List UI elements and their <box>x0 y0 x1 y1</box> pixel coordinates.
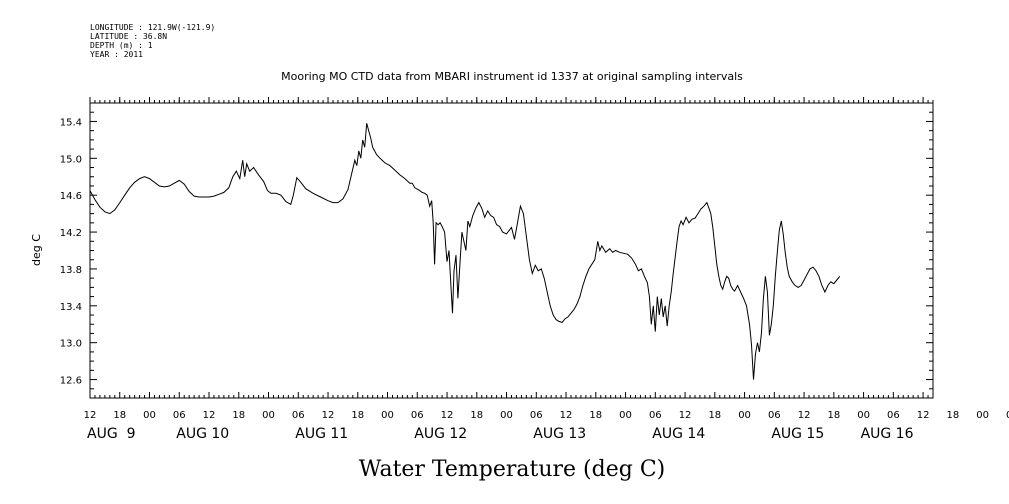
x-tick-label: 06 <box>530 410 543 421</box>
meta-year: YEAR : 2011 <box>90 50 143 59</box>
x-tick-label: 06 <box>768 410 781 421</box>
x-tick-label: 12 <box>322 410 335 421</box>
y-tick-label: 12.6 <box>60 376 82 387</box>
x-tick-label: 18 <box>232 410 245 421</box>
x-tick-label: 18 <box>946 410 959 421</box>
x-tick-label: 18 <box>589 410 602 421</box>
y-tick-label: 14.6 <box>60 191 82 202</box>
y-tick-label: 13.0 <box>60 339 82 350</box>
x-tick-label: 00 <box>619 410 632 421</box>
x-tick-label: 00 <box>857 410 870 421</box>
x-day-label: AUG 10 <box>176 426 229 442</box>
x-tick-label: 12 <box>679 410 692 421</box>
y-axis-label: deg C <box>30 234 43 266</box>
x-tick-label: 18 <box>351 410 364 421</box>
meta-longitude: LONGITUDE : 121.9W(-121.9) <box>90 23 215 32</box>
x-day-label: AUG 13 <box>533 426 586 442</box>
y-tick-label: 13.4 <box>60 302 82 313</box>
y-tick-label: 14.2 <box>60 228 82 239</box>
x-tick-label: 00 <box>500 410 513 421</box>
x-day-label: AUG 9 <box>87 426 135 442</box>
x-tick-label: 18 <box>827 410 840 421</box>
x-tick-label: 00 <box>976 410 989 421</box>
x-day-label: AUG 14 <box>652 426 705 442</box>
x-day-label: AUG 15 <box>771 426 824 442</box>
x-axis: 12 18 00 06 12 18 00 06 12 18 00 06 12 18 00 06 12 18 00 06… <box>84 97 1009 442</box>
series-layer <box>89 123 841 380</box>
x-axis-label: Water Temperature (deg C) <box>359 457 666 482</box>
x-tick-label: 06 <box>649 410 662 421</box>
y-axis: 12.6 13.0 13.4 13.8 14.2 14.6 15.0 15.4 <box>60 102 933 399</box>
x-tick-label: 12 <box>84 410 97 421</box>
meta-latitude: LATITUDE : 36.8N <box>90 32 167 41</box>
x-tick-label: 18 <box>470 410 483 421</box>
x-tick-label: 06 <box>411 410 424 421</box>
plot-frame <box>89 102 934 399</box>
series-line-water-temperature <box>89 123 841 380</box>
x-tick-label: 12 <box>798 410 811 421</box>
x-day-label: AUG 16 <box>861 426 914 442</box>
x-day-label: AUG 12 <box>414 426 467 442</box>
x-tick-label: 06 <box>887 410 900 421</box>
x-tick-label: 06 <box>173 410 186 421</box>
x-tick-label: 00 <box>381 410 394 421</box>
chart-title: Mooring MO CTD data from MBARI instrumen… <box>281 70 743 83</box>
y-tick-label: 13.8 <box>60 265 82 276</box>
x-tick-label: 00 <box>262 410 275 421</box>
x-day-label: AUG 11 <box>295 426 348 442</box>
x-tick-label: 00 <box>143 410 156 421</box>
x-tick-label: 12 <box>560 410 573 421</box>
x-tick-label: 06 <box>1006 410 1009 421</box>
y-tick-label: 15.0 <box>60 154 82 165</box>
x-tick-label: 18 <box>113 410 126 421</box>
x-tick-label: 18 <box>708 410 721 421</box>
x-tick-label: 06 <box>292 410 305 421</box>
x-tick-label: 12 <box>203 410 216 421</box>
x-tick-label: 12 <box>917 410 930 421</box>
x-tick-label: 12 <box>441 410 454 421</box>
meta-depth: DEPTH (m) : 1 <box>90 41 153 50</box>
y-tick-label: 15.4 <box>60 117 82 128</box>
x-tick-label: 00 <box>738 410 751 421</box>
